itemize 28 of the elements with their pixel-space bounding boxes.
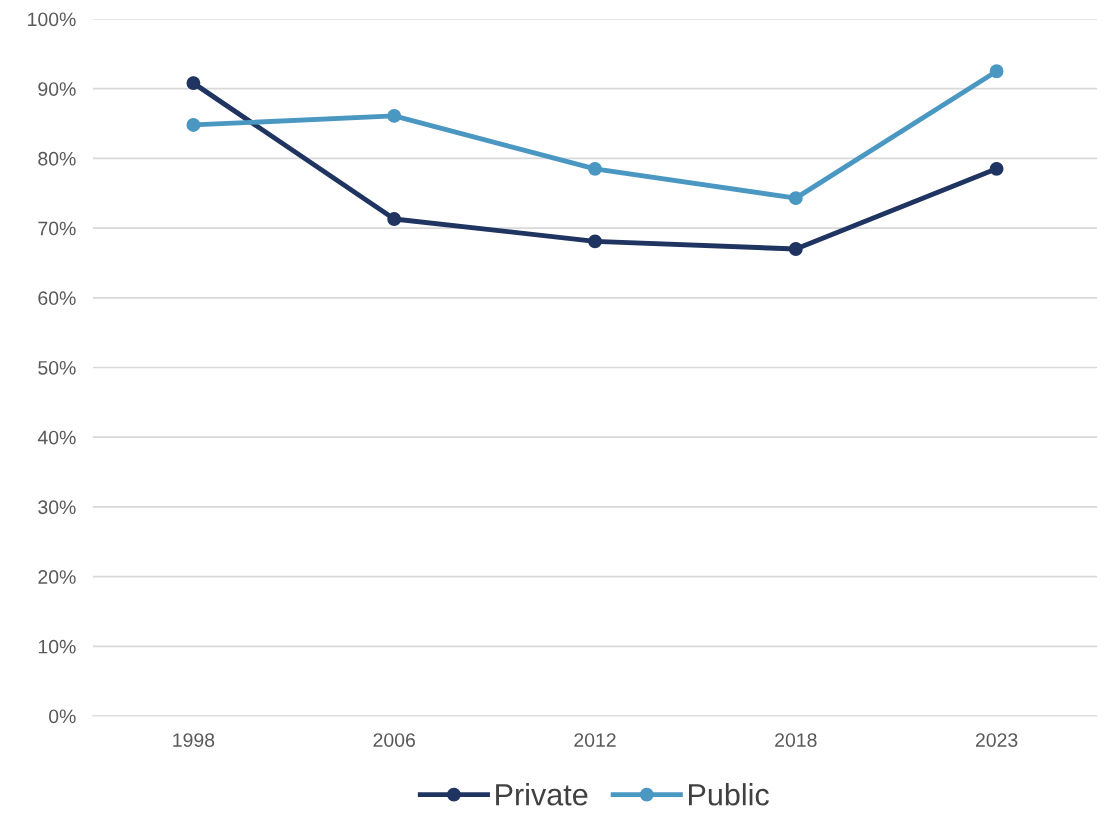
y-tick-label: 100% <box>28 12 76 27</box>
point <box>186 76 201 91</box>
x-tick-label: 2012 <box>574 733 616 747</box>
y-tick-label: 10% <box>38 639 76 654</box>
legend-label: Private <box>496 783 588 806</box>
x-tick-label: 1998 <box>173 733 215 747</box>
point <box>989 64 1004 79</box>
y-tick-label: 90% <box>38 82 76 96</box>
x-tick-label: 2006 <box>373 733 415 747</box>
y-tick-label: 70% <box>38 221 76 236</box>
y-tick-label: 50% <box>38 360 76 375</box>
point <box>788 191 803 206</box>
y-tick-label: 30% <box>38 500 76 515</box>
point <box>989 161 1004 176</box>
point <box>387 212 402 226</box>
y-tick-label: 40% <box>37 430 76 445</box>
x-tick-label: 2018 <box>775 733 817 747</box>
point <box>588 234 602 249</box>
y-tick-label: 20% <box>38 570 76 584</box>
y-tick-label: 80% <box>38 151 76 166</box>
y-tick-label: 0% <box>48 709 76 724</box>
x-tick-label: 2023 <box>975 733 1018 747</box>
point <box>387 108 402 123</box>
legend-label: Public <box>689 783 769 806</box>
point <box>588 161 602 176</box>
y-tick-label: 60% <box>38 291 76 306</box>
point <box>788 242 803 256</box>
point <box>186 117 201 132</box>
